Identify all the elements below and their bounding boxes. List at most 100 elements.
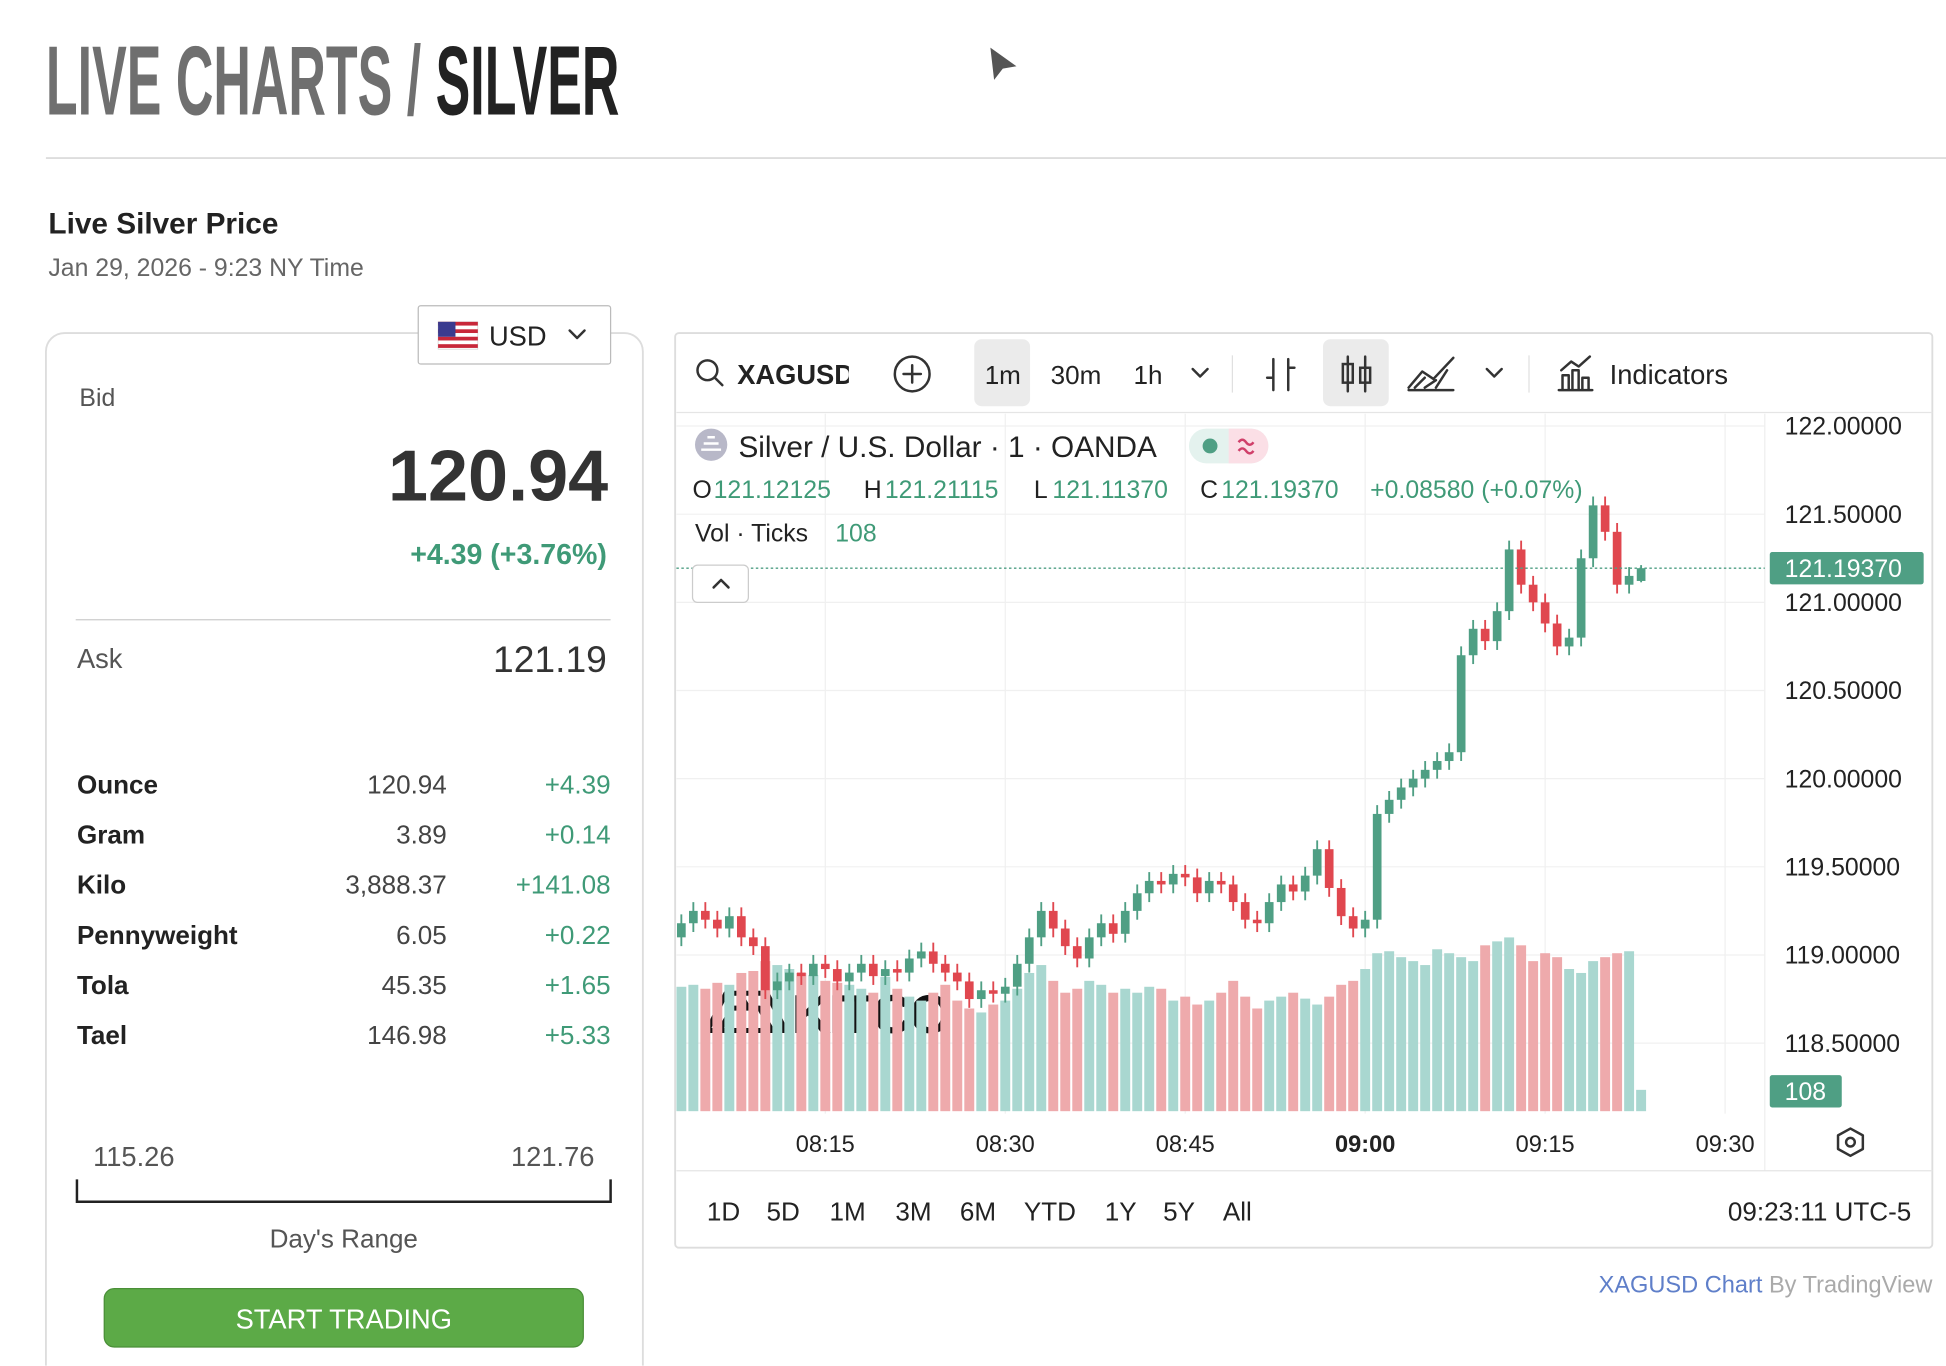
candle-body [1636,568,1646,581]
volume-bar [772,965,783,1112]
x-tick-label: 09:00 [1335,1131,1395,1157]
volume-bar [1036,965,1047,1112]
button-bg[interactable] [103,1288,584,1348]
ohlc-value: 121.11370 [1052,477,1167,504]
volume-bar [796,972,807,1112]
settings-icon[interactable] [1836,1127,1865,1158]
button-label[interactable]: START TRADING [236,1303,452,1334]
interval[interactable]: 1h [1133,360,1162,390]
range-button[interactable]: All [1223,1196,1252,1226]
volume-bar [1468,961,1479,1112]
candle-body [1072,946,1082,959]
volume-bar [976,1012,987,1112]
collapse-legend[interactable] [691,564,749,603]
volume-bar [1120,988,1131,1112]
bid-price: 120.94 [388,437,608,517]
title-main: SILVER [436,26,620,136]
search-icon-handle [713,376,724,387]
last-price-label: 121.19370 [1785,556,1902,583]
candle-body [1360,919,1370,929]
ohlc-legend: O 121.12125 H 121.21115 L 121.11370 C 12… [693,477,1583,547]
volume-bar [1012,988,1023,1112]
x-tick-label: 08:15 [796,1131,855,1157]
candle-body [1144,880,1154,894]
symbol[interactable]: XAGUSD [737,359,854,390]
volume-bar [1276,996,1287,1112]
indicators-button[interactable]: Indicators [1610,359,1728,390]
candle-body [712,919,722,929]
range-buttons: 1D 5D 1M 3M 6M YTD 1Y 5Y All [707,1196,1252,1226]
volume-bar [856,988,867,1112]
toolbar: XAGUSD 1m 30m 1h Indicators [696,339,1728,407]
range-button[interactable]: 6M [960,1196,996,1226]
plot-area [676,496,1647,1112]
bars-icon[interactable] [1265,357,1296,392]
range-button[interactable]: 1M [830,1196,866,1226]
volume-bar [1420,965,1431,1112]
candle-body [1504,549,1514,612]
range-button[interactable]: 1D [707,1196,740,1226]
y-tick-label: 120.00000 [1785,766,1902,793]
volume-bar [1504,937,1515,1112]
volume-bar [1384,951,1395,1112]
symbol-search[interactable]: XAGUSD [696,359,854,390]
range-button[interactable]: 1Y [1105,1196,1137,1226]
candle-body [1588,505,1598,559]
candle-body [964,981,974,1000]
cursor-icon [990,47,1017,80]
range-button[interactable]: 5D [766,1196,799,1226]
volume-bar [952,1000,963,1112]
volume-bar [1096,984,1107,1112]
volume-bar [1000,1000,1011,1112]
area-icon[interactable] [1407,356,1455,392]
ohlc-letter: L [1034,477,1048,504]
indicators-icon[interactable] [1557,355,1594,392]
volume-bar [1108,992,1119,1112]
currency-select[interactable]: USD [417,305,612,365]
start-trading-button[interactable]: START TRADING [103,1288,584,1348]
candle-body [916,951,926,959]
volume-value: 108 [835,521,876,548]
volume-bar [1264,1000,1275,1112]
ohlc-value: 121.21115 [885,477,999,504]
range-button[interactable]: YTD [1024,1196,1076,1226]
volume-bar [1288,992,1299,1112]
volume-bar [1528,961,1539,1112]
unit-table: Ounce 120.94 +4.39 Gram 3.89 +0.14 Kilo 3,888.3… [77,769,611,1050]
volume-bar [712,982,723,1112]
volume-bar [1372,953,1383,1112]
currency-label[interactable]: USD [489,320,547,351]
interval[interactable]: 30m [1051,360,1102,390]
range-button[interactable]: 3M [895,1196,931,1226]
unit-name: Tola [77,970,129,1000]
candle-body [1324,849,1334,888]
compare-button[interactable] [893,355,931,393]
chart-type-menu[interactable] [1485,367,1503,378]
interval-menu[interactable] [1191,367,1209,378]
range-button[interactable]: 5Y [1163,1196,1195,1226]
volume-bar [1048,980,1059,1112]
candles-icon-bg[interactable] [1322,339,1389,407]
candle-body [1168,873,1178,885]
candle-body [1084,937,1094,959]
candle-body [892,969,902,973]
unit-name: Pennyweight [77,920,238,950]
candle-body [856,963,866,973]
candle-body [796,972,806,977]
interval[interactable]: 1m [985,360,1021,390]
y-tick-label: 119.00000 [1785,943,1900,970]
range-label: Day's Range [270,1224,418,1254]
candle-body [1096,923,1106,938]
candle-body [700,910,710,920]
candle-body [1216,880,1226,885]
volume-bar [1024,972,1035,1112]
ohlc-letter: H [864,477,882,504]
unit-name: Gram [77,820,145,850]
clock: 09:23:11 UTC-5 [1728,1196,1911,1226]
candles-icon[interactable] [1346,355,1367,393]
active-interval-bg [974,339,1031,407]
candle-body [928,951,938,964]
attribution-link[interactable]: XAGUSD Chart [1599,1271,1763,1297]
ohlc-change: +0.08580 (+0.07%) [1370,477,1582,504]
